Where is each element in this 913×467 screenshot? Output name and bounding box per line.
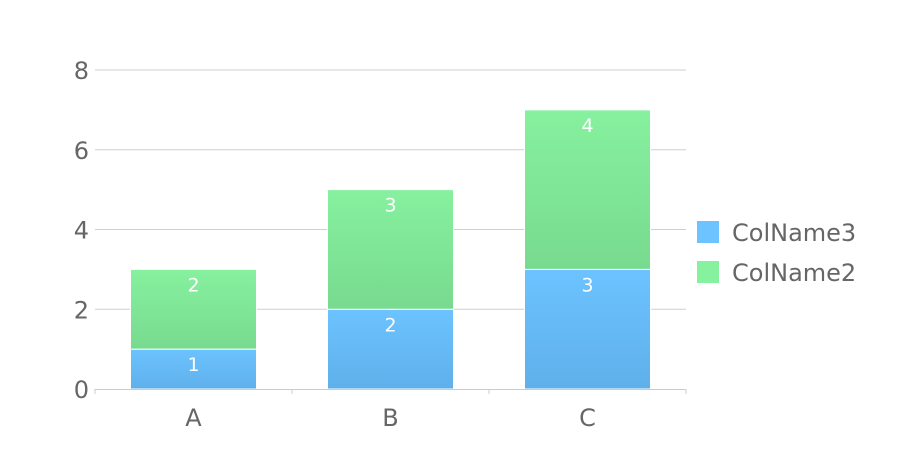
data-label-ColName2-A: 2 xyxy=(187,274,199,296)
data-label-ColName2-B: 3 xyxy=(384,195,396,217)
legend-swatch-ColName3 xyxy=(697,221,719,243)
x-tick-label-A: A xyxy=(185,404,202,432)
x-axis-tick-labels: A B C xyxy=(185,404,596,432)
data-label-ColName3-B: 2 xyxy=(384,314,396,336)
data-label-ColName3-A: 1 xyxy=(187,354,199,376)
bar-ColName3-C xyxy=(524,268,651,390)
legend: ColName3 ColName2 xyxy=(697,219,856,287)
bars xyxy=(130,109,651,390)
y-axis-tick-labels: 0 2 4 6 8 xyxy=(74,57,89,404)
data-label-ColName2-C: 4 xyxy=(581,115,593,137)
y-tick-label-8: 8 xyxy=(74,57,89,85)
y-tick-label-4: 4 xyxy=(74,217,89,245)
y-tick-label-6: 6 xyxy=(74,137,89,165)
bar-ColName2-B xyxy=(327,189,454,310)
bar-ColName3-A xyxy=(130,348,257,390)
bar-ColName3-B xyxy=(327,308,454,390)
data-labels: 1 2 2 3 3 4 xyxy=(187,115,593,376)
x-tick-label-B: B xyxy=(382,404,398,432)
data-label-ColName3-C: 3 xyxy=(581,274,593,296)
legend-label-ColName3: ColName3 xyxy=(732,219,856,247)
legend-swatch-ColName2 xyxy=(697,261,719,283)
bar-ColName2-A xyxy=(130,268,257,350)
x-axis xyxy=(94,389,687,394)
bar-ColName2-C xyxy=(524,109,651,270)
y-tick-label-2: 2 xyxy=(74,296,89,324)
legend-label-ColName2: ColName2 xyxy=(732,259,856,287)
y-tick-label-0: 0 xyxy=(74,376,89,404)
x-tick-label-C: C xyxy=(579,404,596,432)
